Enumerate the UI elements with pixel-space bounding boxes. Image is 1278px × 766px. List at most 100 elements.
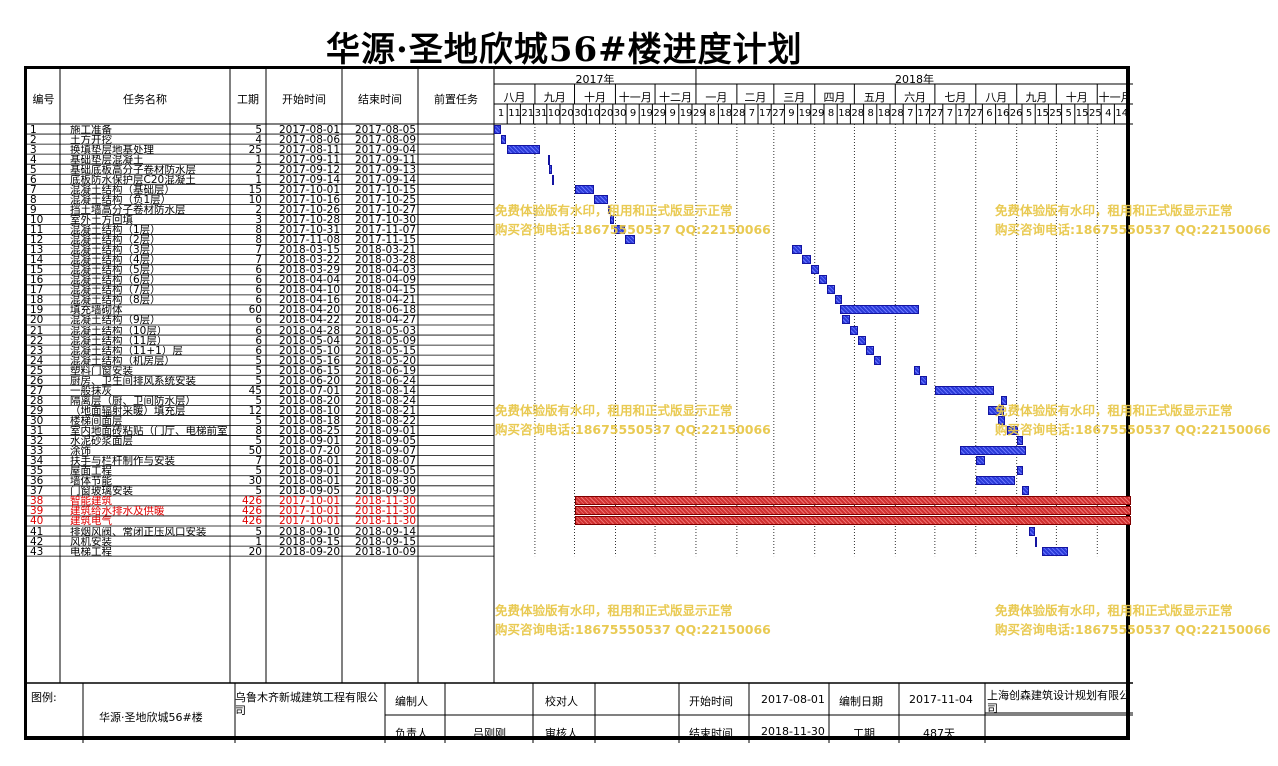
day-tick-label: 31 bbox=[534, 108, 548, 119]
task-end: 2018-11-30 bbox=[355, 496, 417, 507]
footer-start-label: 开始时间 bbox=[689, 695, 733, 708]
gantt-bar bbox=[987, 405, 1004, 415]
month-label: 九月 bbox=[543, 91, 566, 104]
task-name: 隔离层（厨、卫间防水层） bbox=[70, 395, 196, 406]
task-no: 25 bbox=[30, 365, 44, 376]
task-start: 2018-05-10 bbox=[279, 345, 341, 356]
gantt-bar bbox=[1028, 526, 1036, 536]
gantt-bar bbox=[866, 345, 875, 355]
task-start: 2018-04-20 bbox=[279, 305, 341, 316]
task-name: 混凝土结构（9层） bbox=[70, 315, 161, 326]
task-name: 扶手与栏杆制作与安装 bbox=[70, 456, 175, 467]
task-name: 混凝土结构（负1层） bbox=[70, 194, 172, 205]
task-no: 26 bbox=[30, 375, 44, 386]
task-no: 12 bbox=[30, 235, 44, 246]
task-start: 2017-09-11 bbox=[279, 154, 341, 165]
task-duration: 8 bbox=[255, 225, 262, 235]
task-name: 风机安装 bbox=[70, 536, 112, 547]
task-name: 基础垫层混凝土 bbox=[70, 154, 144, 165]
gantt-bar bbox=[574, 516, 1131, 526]
task-name: （地面辐射采暖）填充层 bbox=[70, 405, 186, 416]
gantt-bar bbox=[574, 496, 1131, 506]
task-no: 10 bbox=[30, 214, 44, 225]
task-no: 14 bbox=[30, 255, 44, 266]
task-no: 22 bbox=[30, 335, 44, 346]
month-label: 十月 bbox=[1065, 91, 1088, 104]
task-end: 2018-09-05 bbox=[355, 466, 417, 477]
task-duration: 5 bbox=[255, 365, 262, 376]
gantt-bar bbox=[858, 335, 867, 345]
task-name: 混凝土结构（10层） bbox=[70, 325, 168, 336]
task-end: 2018-05-20 bbox=[355, 355, 417, 366]
day-tick-label: 17 bbox=[957, 108, 970, 119]
watermark-line1: 免费体验版有水印，租用和正式版显示正常 bbox=[495, 203, 733, 218]
month-label: 二月 bbox=[744, 91, 767, 104]
month-label: 四月 bbox=[823, 91, 846, 104]
watermark: 免费体验版有水印，租用和正式版显示正常购买咨询电话:18675550537 QQ… bbox=[495, 201, 771, 239]
task-end: 2017-09-13 bbox=[355, 164, 417, 175]
task-start: 2018-06-15 bbox=[279, 365, 341, 376]
task-duration: 6 bbox=[255, 275, 262, 286]
task-start: 2018-09-20 bbox=[279, 546, 341, 557]
task-duration: 7 bbox=[255, 255, 262, 266]
task-start: 2018-07-20 bbox=[279, 446, 341, 457]
task-end: 2017-08-05 bbox=[355, 124, 417, 135]
task-duration: 7 bbox=[255, 456, 262, 467]
page-title: 华源·圣地欣城56#楼进度计划 bbox=[326, 30, 803, 70]
gantt-bar bbox=[594, 194, 608, 204]
watermark: 免费体验版有水印，租用和正式版显示正常 购买咨询电话:18675550537 QQ… bbox=[995, 401, 1271, 439]
day-tick-label: 17 bbox=[917, 108, 931, 119]
task-name: 厨房、卫生间排风系统安装 bbox=[70, 375, 196, 386]
legend-label: 图例: bbox=[31, 691, 57, 704]
task-end: 2018-04-27 bbox=[355, 315, 417, 326]
task-no: 17 bbox=[30, 285, 44, 296]
task-end: 2018-04-15 bbox=[355, 285, 417, 296]
day-tick-label: 17 bbox=[759, 108, 772, 119]
task-name: 混凝土结构（3层） bbox=[70, 245, 161, 256]
task-name: 一般抹灰 bbox=[70, 385, 112, 396]
task-end: 2018-09-14 bbox=[355, 526, 417, 537]
gantt-bar bbox=[920, 375, 927, 385]
task-no: 39 bbox=[30, 506, 44, 517]
task-start: 2017-08-01 bbox=[279, 124, 341, 135]
header-pred: 前置任务 bbox=[434, 93, 478, 106]
task-start: 2017-10-26 bbox=[279, 204, 341, 215]
day-tick-label: 20 bbox=[600, 108, 614, 119]
day-tick-label: 14 bbox=[1115, 108, 1129, 119]
day-tick-label: 28 bbox=[891, 108, 904, 119]
day-tick-label: 15 bbox=[1036, 108, 1049, 119]
task-duration: 5 bbox=[255, 355, 262, 366]
task-name: 塑料门窗安装 bbox=[70, 365, 133, 376]
footer-project-name: 华源·圣地欣城56#楼 bbox=[99, 711, 203, 724]
gantt-bar bbox=[610, 214, 615, 224]
watermark-line2: 购买咨询电话:18675550537 QQ:22150066 bbox=[495, 222, 771, 237]
task-end: 2018-04-03 bbox=[355, 265, 417, 276]
task-no: 29 bbox=[30, 405, 44, 416]
header-duration: 工期 bbox=[237, 93, 259, 106]
task-start: 2017-10-01 bbox=[279, 516, 341, 527]
gantt-bar bbox=[1000, 395, 1008, 405]
task-name: 基础底板高分子卷材防水层 bbox=[70, 164, 196, 175]
task-duration: 5 bbox=[255, 395, 262, 406]
task-name: 门窗玻璃安装 bbox=[70, 486, 133, 497]
task-end: 2018-08-14 bbox=[355, 385, 417, 396]
task-end: 2018-03-28 bbox=[355, 255, 417, 266]
day-tick-label: 5 bbox=[1065, 108, 1072, 119]
watermark-line2: 购买咨询电话:18675550537 QQ:22150066 bbox=[495, 422, 771, 437]
gantt-bar bbox=[818, 275, 827, 285]
task-duration: 6 bbox=[255, 285, 262, 296]
task-name: 混凝土结构（2层） bbox=[70, 235, 161, 246]
task-name: 填充墙砌体 bbox=[70, 305, 123, 316]
month-label: 十一月 bbox=[1098, 91, 1132, 104]
watermark-line1: 免费体验版有水印，租用和正式版显示正常 bbox=[495, 403, 733, 418]
footer-owner-value: 吕刚刚 bbox=[473, 727, 506, 740]
task-end: 2018-06-19 bbox=[355, 365, 417, 376]
day-tick-label: 28 bbox=[851, 108, 865, 119]
day-tick-label: 7 bbox=[748, 108, 756, 119]
watermark: 免费体验版有水印，租用和正式版显示正常 购买咨询电话:18675550537 QQ… bbox=[995, 601, 1271, 639]
task-start: 2017-11-08 bbox=[279, 235, 341, 246]
task-duration: 30 bbox=[248, 476, 262, 487]
task-no: 15 bbox=[30, 265, 44, 276]
task-duration: 5 bbox=[255, 415, 262, 426]
task-end: 2018-06-24 bbox=[355, 375, 417, 386]
